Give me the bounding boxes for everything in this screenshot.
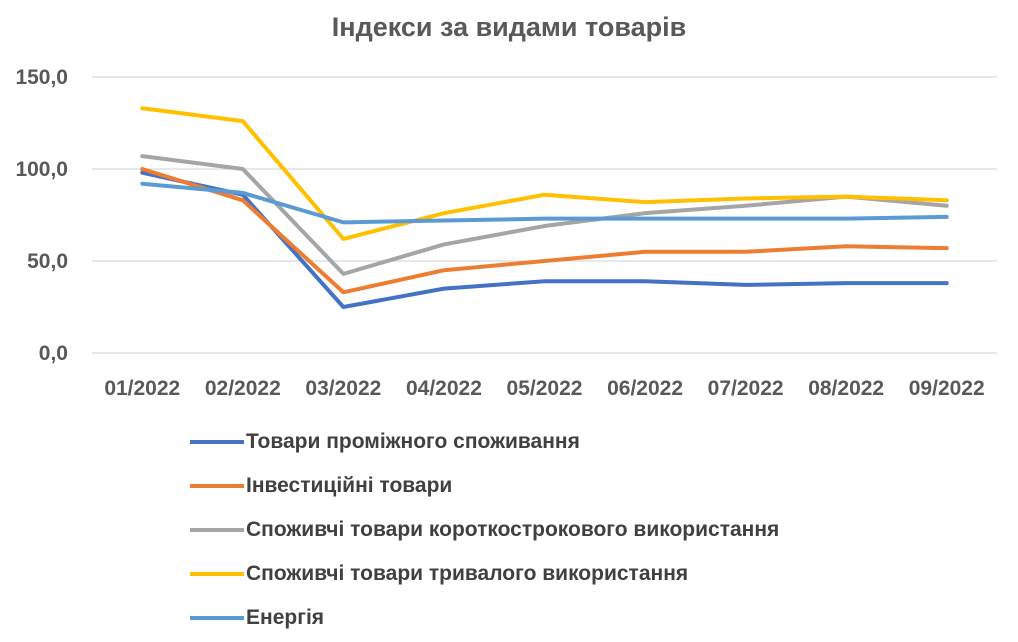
x-tick-label: 03/2022 — [305, 377, 381, 400]
y-tick-label: 50,0 — [27, 250, 68, 273]
legend-label: Споживчі товари тривалого використання — [246, 562, 689, 585]
legend-swatch — [190, 440, 244, 444]
series-line — [140, 106, 949, 241]
legend-item: Енергія — [190, 596, 779, 640]
y-tick-label: 100,0 — [15, 158, 68, 181]
legend-swatch — [190, 528, 244, 532]
legend-item: Споживчі товари короткострокового викори… — [190, 508, 779, 552]
x-axis-tick-labels: 01/2022 02/2022 03/2022 04/2022 05/2022 06/20… — [104, 377, 984, 400]
x-tick-label: 01/2022 — [104, 377, 180, 400]
x-tick-label: 05/2022 — [507, 377, 583, 400]
legend-swatch — [190, 616, 244, 620]
chart-title: Індекси за видами товарів — [331, 12, 687, 42]
legend-item: Споживчі товари тривалого використання — [190, 552, 779, 596]
legend-item: Товари проміжного споживання — [190, 420, 779, 464]
y-tick-label: 0,0 — [39, 342, 68, 365]
legend-item: Інвестиційні товари — [190, 464, 779, 508]
x-tick-label: 04/2022 — [406, 377, 482, 400]
legend-label: Енергія — [246, 606, 325, 629]
x-tick-label: 02/2022 — [205, 377, 281, 400]
legend: Товари проміжного споживання Інвестиційні… — [190, 420, 779, 640]
y-axis-tick-labels: 0,0 50,0 100,0 150,0 — [15, 66, 68, 365]
series-line — [140, 181, 949, 225]
legend-label: Споживчі товари короткострокового викори… — [246, 518, 780, 541]
x-tick-label: 09/2022 — [909, 377, 985, 400]
legend-label: Інвестиційні товари — [246, 474, 453, 497]
x-tick-label: 08/2022 — [808, 377, 884, 400]
legend-label: Товари проміжного споживання — [246, 430, 580, 453]
series-line — [140, 167, 949, 295]
x-tick-label: 06/2022 — [607, 377, 683, 400]
legend-swatch — [190, 484, 244, 488]
x-tick-label: 07/2022 — [708, 377, 784, 400]
series-lines — [140, 106, 949, 309]
legend-swatch — [190, 572, 244, 576]
y-tick-label: 150,0 — [15, 66, 68, 89]
